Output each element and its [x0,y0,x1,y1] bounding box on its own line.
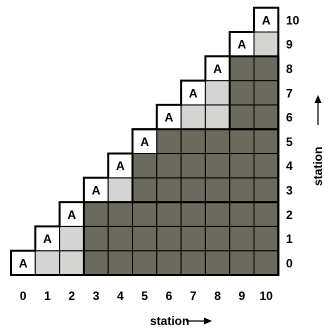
grid-cell [107,225,133,252]
y-tick-label: 2 [286,208,293,222]
cell-marker: A [238,38,247,52]
cell-marker: A [116,159,125,173]
cell-marker: A [19,256,28,270]
x-axis-arrow [186,317,212,325]
grid-cell [253,153,279,179]
grid-cell [204,80,231,106]
grid-cell [107,250,133,276]
grid-cell [229,128,255,154]
grid-cells: A A A A A A A A A A A [10,7,279,276]
cell-marker: A [262,13,271,27]
y-tick-label: 9 [286,38,293,52]
y-tick-label: 10 [286,13,300,27]
grid-outline [10,6,280,276]
y-tick-label: 3 [286,183,293,197]
grid-cell [156,153,182,179]
grid-cell [229,225,255,252]
grid-cell [180,201,206,227]
cell-marker: A [189,86,198,100]
grid-cell [156,250,182,276]
grid-cell [229,104,255,130]
grid-cell [156,225,182,252]
x-tick-label: 7 [190,289,197,303]
grid-cell [253,31,279,57]
x-tick-label: 10 [259,289,273,303]
grid-cell [34,250,61,276]
grid-cell [204,177,231,203]
grid-cell [204,128,231,154]
grid-cell [253,225,279,252]
grid-cell [34,225,61,252]
cell-marker: A [43,232,52,246]
grid-cell [229,153,255,179]
grid-cell [204,201,231,227]
grid-cell [107,177,133,203]
grid-cell [253,177,279,203]
grid-cell [229,80,255,106]
grid-cell [180,153,206,179]
x-axis-label: station [150,314,189,328]
grid-cell [180,177,206,203]
x-tick-label: 2 [68,289,75,303]
y-tick-label: 6 [286,111,293,125]
grid-cell [229,201,255,227]
grid-cell [132,201,158,227]
cell-marker: A [213,62,222,76]
grid-cell [204,250,231,276]
grid-cell [204,104,231,130]
grid-cell [107,201,133,227]
grid-cell [253,55,279,82]
y-axis-arrow [314,95,322,125]
y-tick-label: 0 [286,256,293,270]
grid-cell [156,128,182,154]
grid-cell [180,250,206,276]
x-tick-label: 5 [141,289,148,303]
grid-cell [83,201,109,227]
grid-cell [132,225,158,252]
grid-cell [59,225,85,252]
region-borders [10,6,280,277]
y-tick-label: 8 [286,62,293,76]
x-tick-label: 1 [44,289,51,303]
x-tick-label: 0 [20,289,27,303]
y-axis-ticks: 0 1 2 3 4 5 6 7 8 9 10 [286,13,300,270]
y-tick-label: 1 [286,232,293,246]
grid-cell [204,225,231,252]
grid-cell [253,128,279,154]
grid-cell [253,201,279,227]
cell-marker: A [67,208,76,222]
cell-marker: A [165,111,174,125]
grid-cell [59,250,85,276]
grid-cell [132,153,158,179]
grid-cell [204,153,231,179]
x-tick-label: 9 [239,289,246,303]
y-tick-label: 7 [286,86,293,100]
grid-cell [253,104,279,130]
x-tick-label: 6 [166,289,173,303]
x-tick-label: 4 [117,289,124,303]
y-tick-label: 5 [286,135,293,149]
grid-cell [83,225,109,252]
grid-cell [180,225,206,252]
grid-cell [229,55,255,82]
grid-cell [156,201,182,227]
grid-cell [229,177,255,203]
grid-cell [180,104,206,130]
grid-cell [156,177,182,203]
cell-marker: A [140,135,149,149]
x-tick-label: 8 [214,289,221,303]
grid-cell [229,250,255,276]
grid-cell [83,250,109,276]
x-tick-label: 3 [93,289,100,303]
grid-cell [132,177,158,203]
grid-cell [180,128,206,154]
x-axis-ticks: 0 1 2 3 4 5 6 7 8 9 10 [20,289,273,303]
grid-cell [253,80,279,106]
grid-cell [253,250,279,276]
y-tick-label: 4 [286,159,293,173]
grid-cell [132,250,158,276]
cell-marker: A [92,183,101,197]
y-axis-label: station [311,147,325,186]
